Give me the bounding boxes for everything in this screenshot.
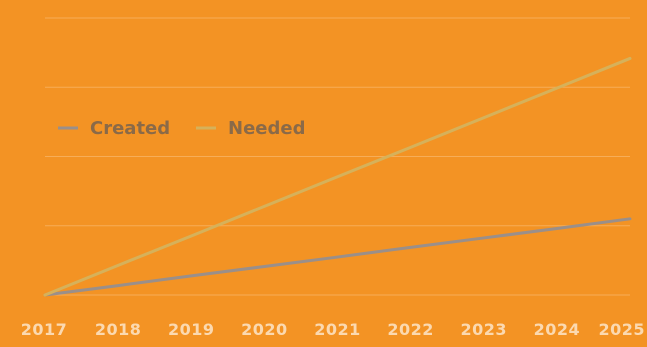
legend: Created Needed — [58, 118, 305, 139]
x-tick-label-2025: 2025 — [598, 320, 645, 339]
legend-label-needed: Needed — [228, 118, 305, 139]
x-tick-label-2019: 2019 — [168, 320, 215, 339]
x-tick-label-2018: 2018 — [95, 320, 142, 339]
x-tick-label-2021: 2021 — [314, 320, 361, 339]
legend-label-created: Created — [90, 118, 170, 139]
x-tick-label-2023: 2023 — [460, 320, 507, 339]
x-tick-label-2022: 2022 — [387, 320, 434, 339]
x-tick-label-2020: 2020 — [241, 320, 288, 339]
grid-lines — [45, 17, 630, 296]
series-line-created — [43, 217, 632, 297]
x-axis-tick-labels: 2017 2018 2019 2020 2021 2022 2023 2024 2025 — [21, 320, 645, 339]
series-line-needed — [43, 56, 632, 297]
x-tick-label-2017: 2017 — [21, 320, 68, 339]
x-tick-label-2024: 2024 — [534, 320, 581, 339]
series-lines — [43, 56, 632, 297]
